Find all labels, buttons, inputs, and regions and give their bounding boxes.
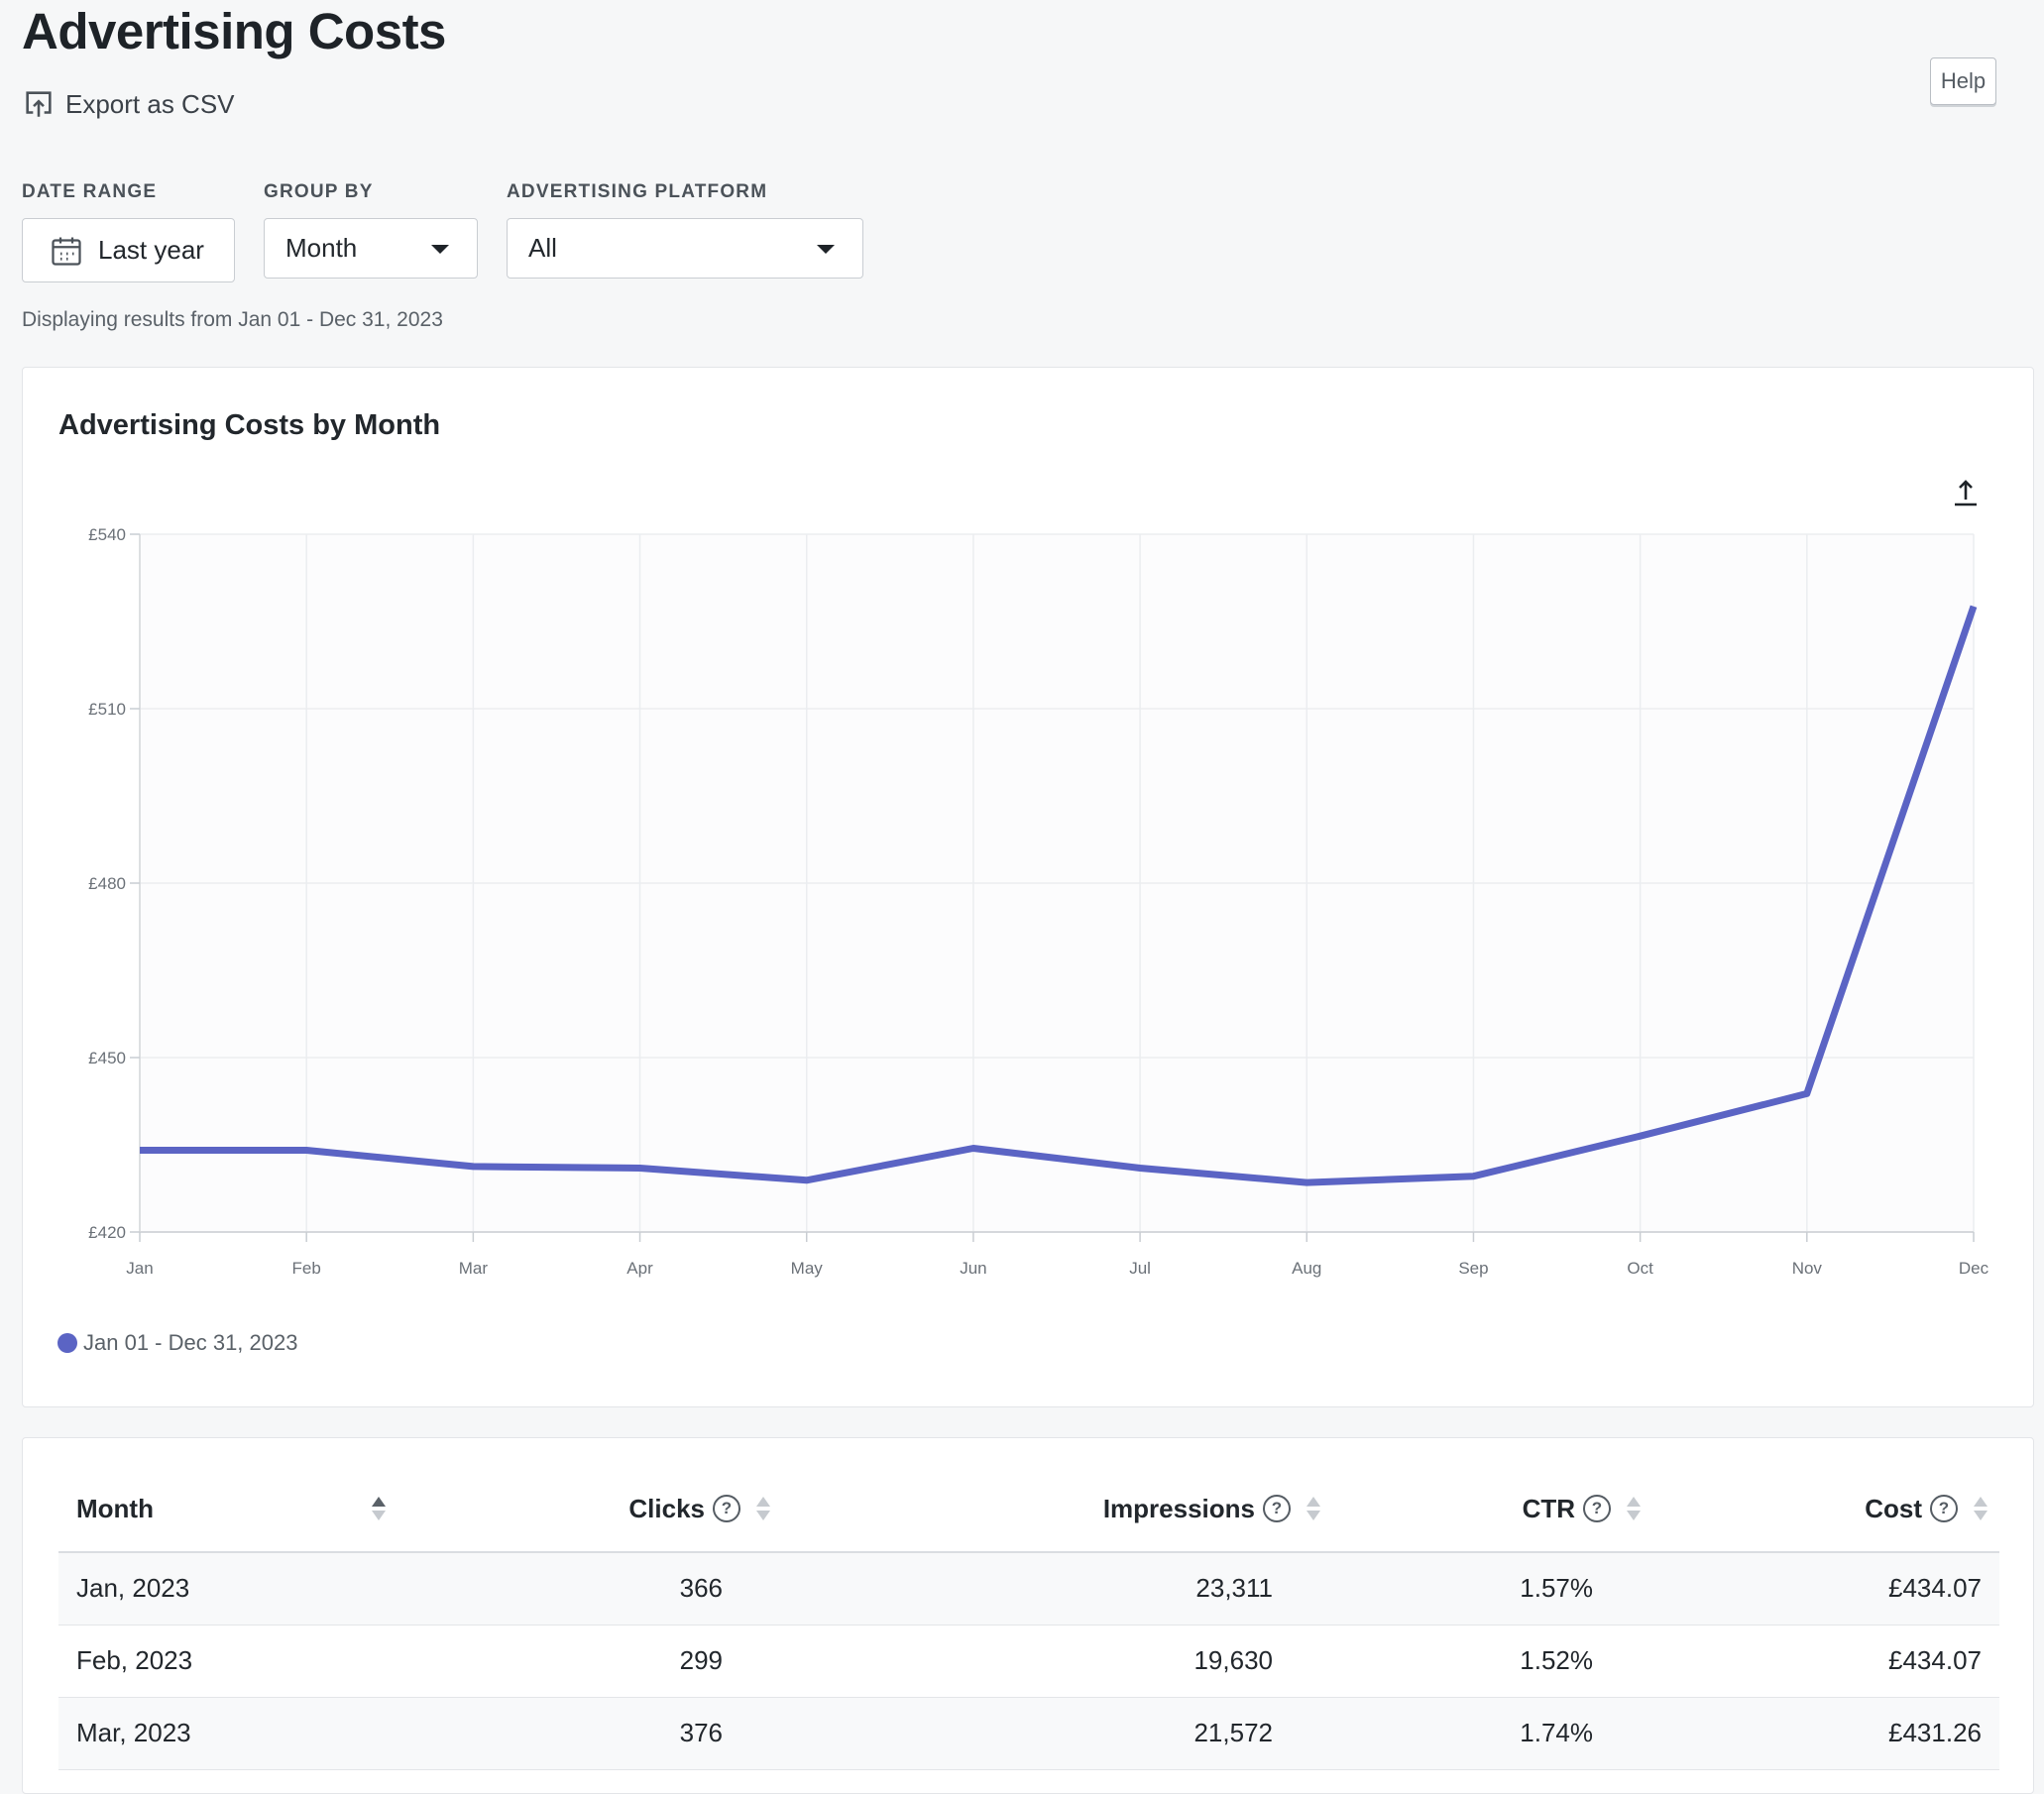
platform-label: ADVERTISING PLATFORM bbox=[507, 181, 768, 202]
cell-ctr: 1.52% bbox=[1332, 1625, 1652, 1698]
sort-arrows-icon[interactable] bbox=[756, 1497, 770, 1520]
chart-card: Advertising Costs by Month £420 £450 £480 £… bbox=[22, 367, 2034, 1407]
chart-export-button[interactable] bbox=[1952, 478, 1980, 511]
column-label-clicks: Clicks bbox=[628, 1493, 705, 1523]
chart-title: Advertising Costs by Month bbox=[58, 409, 441, 441]
column-header-ctr[interactable]: CTR ? bbox=[1332, 1438, 1652, 1553]
x-tick-label: Nov bbox=[1792, 1259, 1823, 1278]
export-csv-label: Export as CSV bbox=[65, 88, 235, 119]
x-tick-label: Jul bbox=[1129, 1259, 1151, 1278]
sort-arrows-icon[interactable] bbox=[372, 1497, 386, 1520]
help-circle-icon[interactable]: ? bbox=[1583, 1495, 1611, 1522]
x-tick-label: Dec bbox=[1959, 1259, 1989, 1278]
date-range-button[interactable]: Last year bbox=[22, 218, 235, 282]
column-label-cost: Cost bbox=[1865, 1493, 1922, 1523]
line-chart: £420 £450 £480 £510 £540 Jan Feb Mar Apr May Jun J… bbox=[88, 478, 1989, 1278]
series-line bbox=[140, 605, 1978, 1186]
y-tick-label: £480 bbox=[88, 874, 126, 893]
cell-month: Jan, 2023 bbox=[58, 1552, 386, 1626]
column-header-cost[interactable]: Cost ? bbox=[1652, 1438, 1999, 1553]
table-row: Feb, 2023 299 19,630 1.52% £434.07 bbox=[58, 1625, 1999, 1698]
y-tick-label: £450 bbox=[88, 1049, 126, 1067]
sort-arrows-icon[interactable] bbox=[1306, 1497, 1320, 1520]
chevron-down-icon bbox=[817, 244, 835, 254]
cell-month: Mar, 2023 bbox=[58, 1697, 386, 1770]
column-label-ctr: CTR bbox=[1522, 1493, 1575, 1523]
upload-arrow-icon bbox=[1955, 480, 1977, 506]
y-tick-label: £540 bbox=[88, 525, 126, 544]
table-row: Jan, 2023 366 23,311 1.57% £434.07 bbox=[58, 1552, 1999, 1626]
x-tick-label: Aug bbox=[1292, 1259, 1321, 1278]
range-note: Displaying results from Jan 01 - Dec 31,… bbox=[22, 308, 443, 331]
column-label-month: Month bbox=[76, 1493, 154, 1523]
x-tick-label: Oct bbox=[1627, 1259, 1653, 1278]
column-header-month[interactable]: Month bbox=[58, 1438, 386, 1553]
cell-month: Feb, 2023 bbox=[58, 1625, 386, 1698]
cell-ctr: 1.74% bbox=[1332, 1697, 1652, 1770]
cell-clicks: 376 bbox=[386, 1697, 782, 1770]
table-header-row: Month Clicks ? Impressions ? bbox=[58, 1438, 1999, 1553]
cell-impressions: 21,572 bbox=[782, 1697, 1332, 1770]
table-card: Month Clicks ? Impressions ? bbox=[22, 1437, 2034, 1794]
cell-impressions: 23,311 bbox=[782, 1552, 1332, 1626]
help-circle-icon[interactable]: ? bbox=[713, 1495, 740, 1522]
help-circle-icon[interactable]: ? bbox=[1930, 1495, 1958, 1522]
sort-arrows-icon[interactable] bbox=[1627, 1497, 1641, 1520]
chart-legend: Jan 01 - Dec 31, 2023 bbox=[57, 1330, 297, 1356]
x-tick-label: May bbox=[791, 1259, 824, 1278]
x-tick-label: Sep bbox=[1458, 1259, 1488, 1278]
platform-select[interactable]: All bbox=[507, 218, 863, 279]
table-row: Mar, 2023 376 21,572 1.74% £431.26 bbox=[58, 1697, 1999, 1770]
export-csv-link[interactable]: Export as CSV bbox=[22, 87, 235, 121]
help-button[interactable]: Help bbox=[1930, 57, 1996, 105]
x-tick-label: Jun bbox=[960, 1259, 986, 1278]
platform-value: All bbox=[528, 233, 557, 263]
group-by-select[interactable]: Month bbox=[264, 218, 478, 279]
cell-cost: £431.26 bbox=[1652, 1697, 1999, 1770]
date-range-label: DATE RANGE bbox=[22, 181, 158, 202]
cell-cost: £434.07 bbox=[1652, 1625, 1999, 1698]
x-tick-label: Apr bbox=[626, 1259, 653, 1278]
export-upload-icon bbox=[26, 91, 52, 117]
cell-ctr: 1.57% bbox=[1332, 1552, 1652, 1626]
y-tick-label: £510 bbox=[88, 700, 126, 719]
help-circle-icon[interactable]: ? bbox=[1263, 1495, 1291, 1522]
data-table: Month Clicks ? Impressions ? bbox=[58, 1438, 1999, 1770]
y-tick-label: £420 bbox=[88, 1223, 126, 1242]
group-by-label: GROUP BY bbox=[264, 181, 374, 202]
legend-label: Jan 01 - Dec 31, 2023 bbox=[83, 1330, 298, 1355]
page-title: Advertising Costs bbox=[22, 3, 446, 59]
x-tick-label: Feb bbox=[292, 1259, 321, 1278]
cell-impressions: 19,630 bbox=[782, 1625, 1332, 1698]
legend-dot bbox=[57, 1333, 77, 1353]
cell-clicks: 366 bbox=[386, 1552, 782, 1626]
x-tick-label: Jan bbox=[126, 1259, 153, 1278]
chevron-down-icon bbox=[431, 244, 449, 254]
x-tick-label: Mar bbox=[459, 1259, 489, 1278]
calendar-icon bbox=[52, 237, 81, 266]
date-range-value: Last year bbox=[98, 235, 204, 265]
sort-arrows-icon[interactable] bbox=[1974, 1497, 1987, 1520]
column-label-impressions: Impressions bbox=[1102, 1493, 1255, 1523]
cell-cost: £434.07 bbox=[1652, 1552, 1999, 1626]
group-by-value: Month bbox=[285, 233, 358, 263]
column-header-clicks[interactable]: Clicks ? bbox=[386, 1438, 782, 1553]
cell-clicks: 299 bbox=[386, 1625, 782, 1698]
column-header-impressions[interactable]: Impressions ? bbox=[782, 1438, 1332, 1553]
